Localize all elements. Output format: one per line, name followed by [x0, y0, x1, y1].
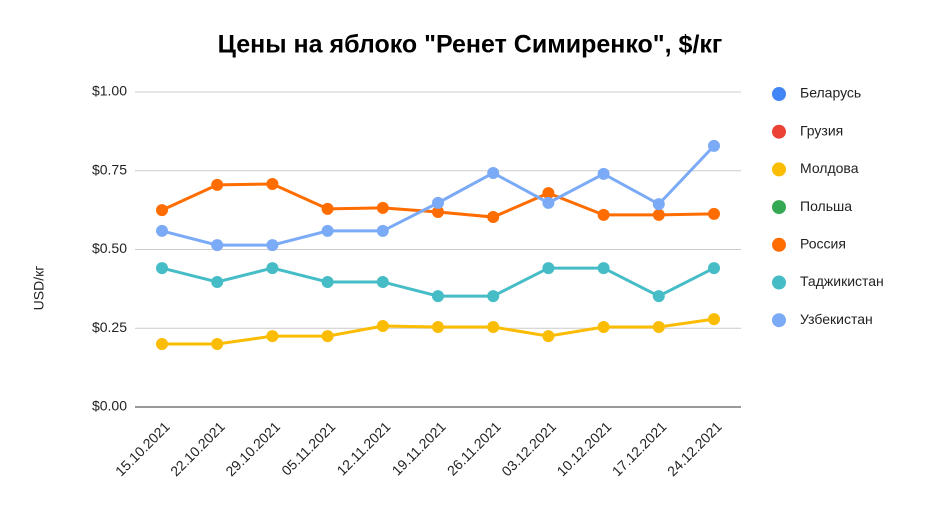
data-point: [376, 201, 389, 214]
data-point: [432, 206, 444, 219]
data-point: [542, 262, 555, 275]
legend-marker: [772, 275, 786, 290]
data-point: [432, 196, 444, 209]
data-point: [376, 275, 389, 288]
legend-label: Грузия: [800, 122, 843, 138]
data-point: [321, 275, 334, 288]
data-point: [652, 320, 665, 333]
x-tick-label: 24.12.2021: [664, 418, 725, 479]
x-tick-label: 19.11.2021: [389, 418, 449, 478]
legend-label: Узбекистан: [800, 311, 873, 327]
y-tick-label: $0.50: [92, 240, 127, 256]
data-point: [652, 208, 665, 221]
data-point: [597, 167, 610, 180]
data-point: [156, 338, 168, 350]
data-point: [542, 196, 555, 209]
data-point: [542, 187, 555, 200]
data-point: [652, 198, 665, 211]
y-tick-label: $0.75: [92, 161, 127, 177]
data-point: [156, 204, 168, 217]
y-tick-label: $0.00: [92, 398, 127, 414]
data-point: [487, 320, 500, 333]
data-point: [597, 208, 610, 221]
data-point: [487, 166, 500, 179]
data-point: [708, 313, 720, 326]
chart-title: Цены на яблоко "Ренет Симиренко", $/кг: [218, 31, 723, 59]
data-point: [376, 224, 389, 237]
data-point: [597, 320, 610, 333]
x-tick-label: 26.11.2021: [444, 418, 504, 478]
x-tick-label: 29.10.2021: [222, 418, 283, 479]
data-point: [376, 320, 389, 333]
x-tick-label: 10.12.2021: [553, 418, 614, 479]
data-point: [266, 330, 279, 343]
data-point: [708, 207, 720, 220]
data-point: [321, 224, 334, 237]
data-point: [542, 330, 555, 343]
legend-label: Беларусь: [800, 85, 861, 101]
legend-label: Польша: [800, 198, 852, 214]
legend-label: Молдова: [800, 160, 859, 176]
legend-label: Таджикистан: [800, 273, 884, 289]
data-point: [487, 290, 500, 303]
data-point: [156, 262, 168, 275]
series-line: [161, 144, 716, 247]
data-point: [708, 139, 720, 152]
legend-marker: [772, 237, 786, 252]
data-point: [211, 178, 224, 191]
data-point: [597, 262, 610, 275]
x-tick-label: 05.11.2021: [278, 418, 338, 478]
data-point: [432, 290, 444, 303]
legend-marker: [772, 313, 786, 328]
data-point: [321, 202, 334, 215]
data-point: [266, 239, 279, 252]
data-point: [211, 338, 224, 350]
data-point: [708, 262, 720, 275]
data-point: [432, 320, 444, 333]
x-tick-label: 12.11.2021: [333, 418, 393, 478]
legend-marker: [772, 200, 786, 215]
x-tick-label: 15.10.2021: [112, 418, 173, 479]
data-point: [156, 224, 168, 237]
legend-marker: [772, 162, 786, 177]
data-point: [652, 290, 665, 303]
y-axis-label: USD/кг: [31, 266, 47, 311]
data-point: [321, 330, 334, 343]
x-tick-label: 17.12.2021: [609, 418, 670, 479]
y-tick-label: $0.25: [92, 319, 127, 335]
y-tick-label: $1.00: [92, 83, 127, 99]
x-tick-label: 22.10.2021: [167, 418, 228, 479]
x-tick-label: 03.12.2021: [498, 418, 559, 479]
data-point: [487, 211, 500, 224]
data-point: [266, 177, 279, 190]
legend-marker: [772, 87, 786, 101]
data-point: [211, 239, 224, 252]
data-point: [266, 262, 279, 275]
legend-marker: [772, 124, 786, 139]
data-point: [211, 275, 224, 288]
legend-label: Россия: [800, 236, 846, 252]
